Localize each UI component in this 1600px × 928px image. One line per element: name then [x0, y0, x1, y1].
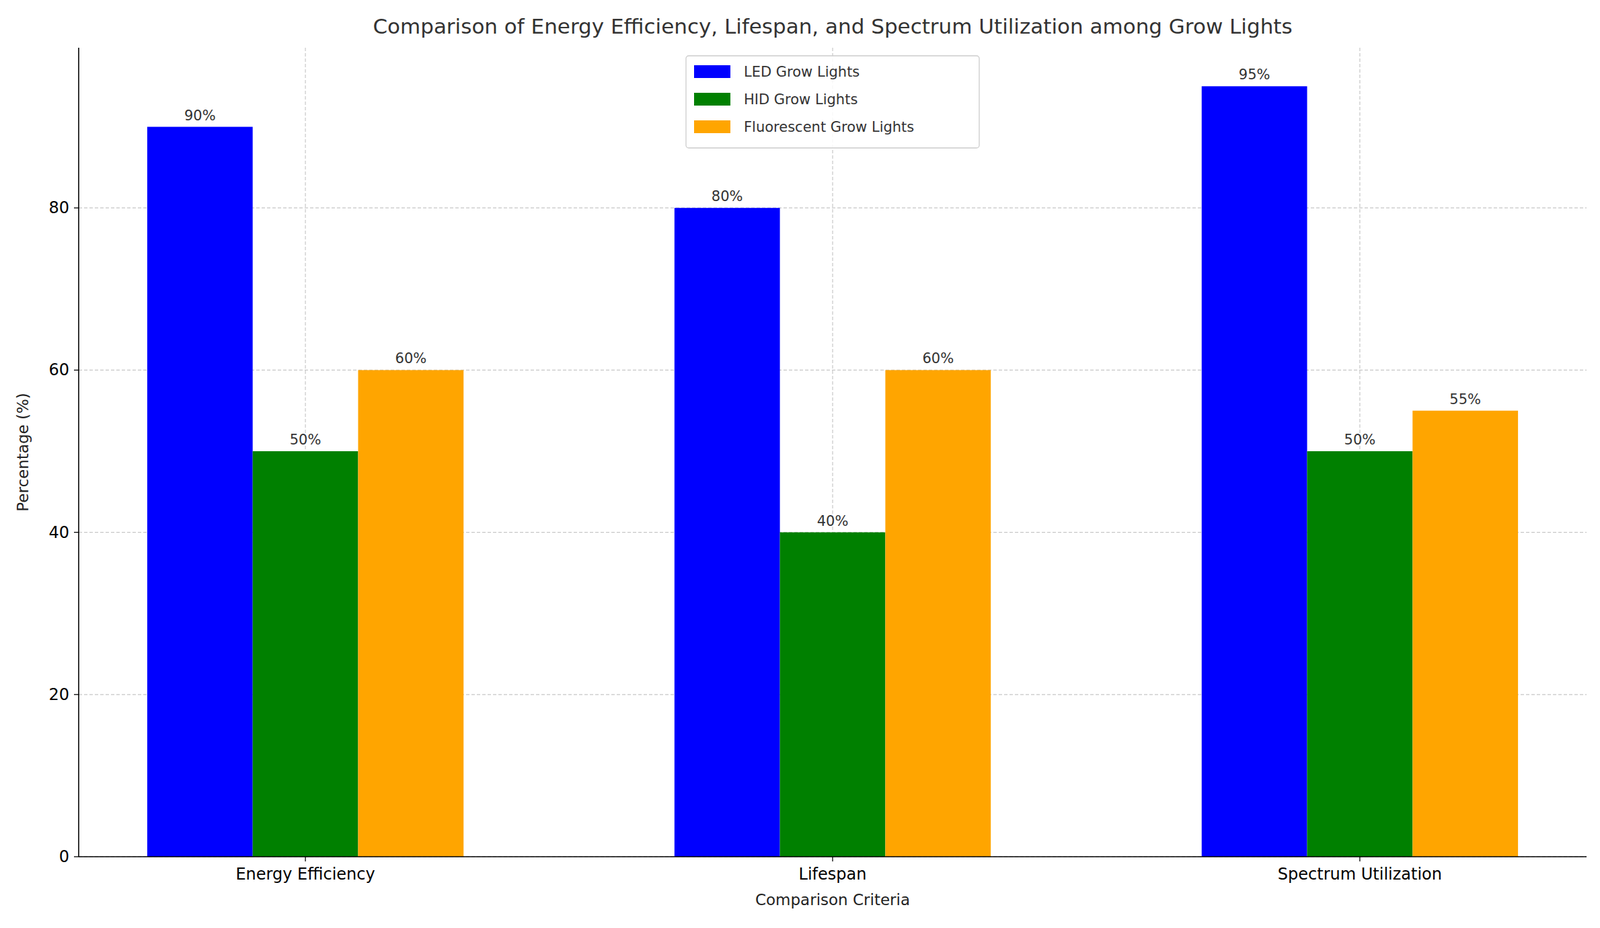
- y-tick: [73, 694, 79, 695]
- legend-swatch: [694, 65, 731, 79]
- bars: [147, 86, 1518, 857]
- y-tick-label: 60: [48, 360, 70, 380]
- bar: [147, 127, 253, 857]
- legend-swatch: [694, 92, 731, 106]
- chart: 90% 80% 95% 50% 40% 50% 60% 60% 55% 0 20 40 60 80 Ener…: [0, 0, 1600, 928]
- legend-label: HID Grow Lights: [743, 91, 858, 108]
- data-label: 80%: [711, 188, 744, 205]
- data-label: 50%: [289, 431, 322, 448]
- data-label: 60%: [395, 350, 428, 367]
- bar: [357, 369, 464, 857]
- y-tick-label: 80: [48, 198, 70, 218]
- bar: [885, 369, 991, 857]
- legend: LED Grow Lights HID Grow Lights Fluorescen…: [686, 55, 980, 148]
- data-label: 95%: [1238, 66, 1271, 83]
- data-label: 50%: [1344, 431, 1377, 448]
- y-axis-line: [78, 47, 80, 857]
- y-tick-label: 0: [59, 847, 70, 867]
- legend-label: LED Grow Lights: [743, 63, 860, 81]
- legend-swatch: [694, 120, 731, 134]
- y-axis-label: Percentage (%): [14, 392, 32, 512]
- title: Comparison of Energy Efficiency, Lifespa…: [372, 14, 1292, 39]
- data-label: 55%: [1449, 391, 1481, 408]
- x-tick: [831, 856, 833, 862]
- data-label: 40%: [817, 513, 849, 530]
- y-tick-label: 20: [48, 685, 70, 705]
- x-tick-label: Lifespan: [798, 864, 867, 884]
- x-axis-label: Comparison Criteria: [755, 891, 910, 909]
- y-tick: [73, 207, 79, 209]
- bar: [674, 207, 781, 857]
- y-tick: [73, 531, 79, 533]
- y-grid-line: [78, 369, 1587, 371]
- y-tick-label: 40: [48, 523, 70, 543]
- bar: [1307, 451, 1414, 857]
- legend-label: Fluorescent Grow Lights: [743, 119, 914, 136]
- data-label: 90%: [184, 107, 216, 124]
- bar: [252, 451, 359, 857]
- bar: [780, 532, 886, 857]
- x-tick-label: Energy Efficiency: [235, 864, 375, 884]
- x-tick: [304, 856, 306, 862]
- data-label: 60%: [922, 350, 954, 367]
- x-tick-label: Spectrum Utilization: [1277, 864, 1442, 884]
- legend-box: [686, 55, 980, 148]
- bar: [1201, 86, 1308, 857]
- bar: [1412, 410, 1518, 857]
- y-grid-line: [78, 207, 1587, 209]
- y-tick: [73, 856, 79, 857]
- y-tick: [73, 369, 79, 371]
- x-tick: [1359, 856, 1360, 862]
